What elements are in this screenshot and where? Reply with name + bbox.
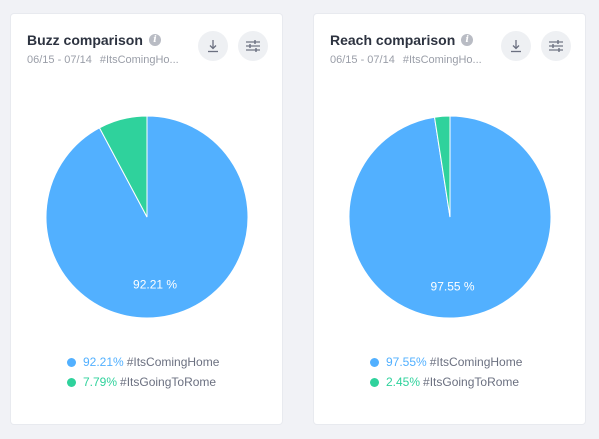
card-title-row: Buzz comparison i — [27, 32, 161, 48]
reach-comparison-card: Reach comparison i 06/15 - 07/14 #ItsComi… — [314, 14, 585, 424]
hashtag-filter: #ItsComingHo... — [402, 54, 482, 66]
card-subtitle: 06/15 - 07/14 #ItsComingHo... — [330, 54, 490, 66]
card-title-row: Reach comparison i — [330, 32, 474, 48]
sliders-icon — [246, 40, 260, 52]
download-button[interactable] — [198, 31, 228, 61]
chart-legend: 97.55% #ItsComingHome 2.45% #ItsGoingToR… — [370, 352, 522, 392]
chart-settings-button[interactable] — [541, 31, 571, 61]
legend-item[interactable]: 92.21% #ItsComingHome — [67, 352, 219, 372]
legend-label: #ItsComingHome — [126, 355, 220, 369]
date-range: 06/15 - 07/14 — [27, 54, 92, 66]
sliders-icon — [549, 40, 563, 52]
download-icon — [208, 40, 218, 53]
legend-dot — [67, 377, 76, 387]
legend-label: #ItsGoingToRome — [120, 375, 217, 389]
legend-item[interactable]: 7.79% #ItsGoingToRome — [67, 372, 219, 392]
chart-settings-button[interactable] — [238, 31, 268, 61]
legend-item[interactable]: 2.45% #ItsGoingToRome — [370, 372, 522, 392]
card-subtitle: 06/15 - 07/14 #ItsComingHo... — [27, 54, 187, 66]
legend-percent: 7.79% — [83, 375, 118, 389]
legend-percent: 97.55% — [386, 355, 427, 369]
slice-label: 92.21 % — [133, 278, 177, 292]
legend-label: #ItsComingHome — [429, 355, 523, 369]
pie-slice[interactable] — [433, 115, 451, 218]
legend-percent: 92.21% — [83, 355, 124, 369]
chart-legend: 92.21% #ItsComingHome 7.79% #ItsGoingToR… — [67, 352, 219, 392]
pie-chart: 92.21 % — [45, 115, 249, 319]
date-range: 06/15 - 07/14 — [330, 54, 395, 66]
pie-chart: 97.55 % — [348, 115, 552, 319]
info-icon[interactable]: i — [461, 34, 474, 46]
legend-dot — [67, 357, 76, 367]
pie-slice[interactable] — [98, 115, 148, 218]
legend-item[interactable]: 97.55% #ItsComingHome — [370, 352, 522, 372]
card-title: Reach comparison — [330, 32, 456, 48]
download-button[interactable] — [501, 31, 531, 61]
download-icon — [511, 40, 521, 53]
legend-label: #ItsGoingToRome — [423, 375, 520, 389]
legend-percent: 2.45% — [386, 375, 421, 389]
hashtag-filter: #ItsComingHo... — [99, 54, 179, 66]
slice-label: 97.55 % — [431, 280, 475, 294]
info-icon[interactable]: i — [148, 34, 161, 46]
buzz-comparison-card: Buzz comparison i 06/15 - 07/14 #ItsComin… — [11, 14, 282, 424]
card-title: Buzz comparison — [27, 32, 143, 48]
legend-dot — [370, 357, 379, 367]
legend-dot — [370, 377, 379, 387]
